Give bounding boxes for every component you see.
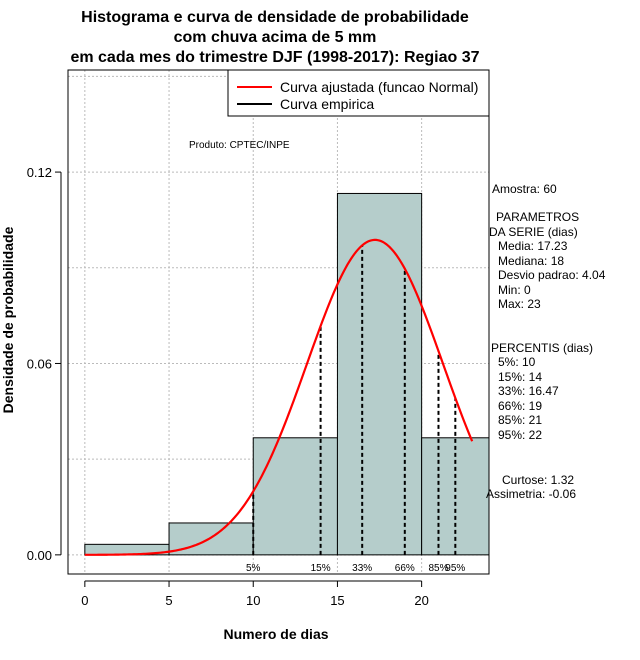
- skewness: Assimetria: -0.06: [486, 487, 576, 501]
- params-title-1: PARAMETROS: [496, 210, 579, 224]
- percentile-label-2: 33%: [352, 563, 372, 574]
- percentile-5: 5%: 10: [498, 355, 536, 369]
- x-tick-label: 10: [246, 593, 260, 608]
- x-tick-label: 0: [81, 593, 88, 608]
- legend: Curva ajustada (funcao Normal) Curva emp…: [227, 69, 490, 117]
- histogram-bar-3: [336, 192, 423, 556]
- percentile-label-4: 85%: [428, 563, 448, 574]
- percentile-33: 33%: 16.47: [498, 384, 559, 398]
- x-tick-label: 20: [414, 593, 428, 608]
- y-tick-label: 0.00: [27, 548, 52, 563]
- chart-title-line-2: com chuva acima de 5 mm: [174, 29, 377, 46]
- stat-median: Mediana: 18: [498, 254, 564, 268]
- kurtosis: Curtose: 1.32: [502, 473, 574, 487]
- stat-max: Max: 23: [498, 297, 541, 311]
- percentile-lines: 5% 15% 33% 66% 85%95%: [246, 245, 465, 574]
- percentile-label-1: 15%: [311, 563, 331, 574]
- sample-size: Amostra: 60: [492, 182, 557, 196]
- side-stats-panel: Amostra: 60 PARAMETROS DA SERIE (dias) M…: [486, 182, 606, 501]
- normal-curve: [84, 238, 474, 556]
- x-tick-label: 5: [165, 593, 172, 608]
- chart-title-line-1: Histograma e curva de densidade de proba…: [81, 9, 469, 26]
- x-axis-title: Numero de dias: [223, 626, 328, 642]
- percentile-label-5: 95%: [445, 563, 465, 574]
- product-annotation: Produto: CPTEC/INPE: [189, 140, 290, 151]
- params-title-2: DA SERIE (dias): [489, 225, 578, 239]
- percentiles-title: PERCENTIS (dias): [491, 341, 593, 355]
- percentile-label-0: 5%: [246, 563, 261, 574]
- y-tick-label: 0.06: [27, 356, 52, 371]
- percentile-95: 95%: 22: [498, 428, 542, 442]
- x-tick-label: 15: [330, 593, 344, 608]
- legend-label-fitted: Curva ajustada (funcao Normal): [280, 79, 478, 95]
- percentile-66: 66%: 19: [498, 399, 542, 413]
- y-axis-title: Densidade de probabilidade: [0, 226, 16, 413]
- histogram-bars: [84, 192, 490, 556]
- y-tick-label: 0.12: [27, 165, 52, 180]
- histogram-bar-2: [252, 437, 338, 556]
- stat-min: Min: 0: [498, 283, 531, 297]
- stat-mean: Media: 17.23: [498, 239, 568, 253]
- percentile-label-3: 66%: [395, 563, 415, 574]
- legend-box: [227, 69, 490, 117]
- percentile-15: 15%: 14: [498, 370, 542, 384]
- percentile-85: 85%: 21: [498, 413, 542, 427]
- stat-sd: Desvio padrao: 4.04: [498, 268, 606, 282]
- normal-curve-layer: [84, 238, 474, 556]
- legend-label-empirical: Curva empirica: [280, 96, 374, 112]
- chart-title-line-3: em cada mes do trimestre DJF (1998-2017)…: [70, 49, 479, 66]
- axes: 0 5 10 15 20 0.00 0.06 0.12: [27, 165, 429, 608]
